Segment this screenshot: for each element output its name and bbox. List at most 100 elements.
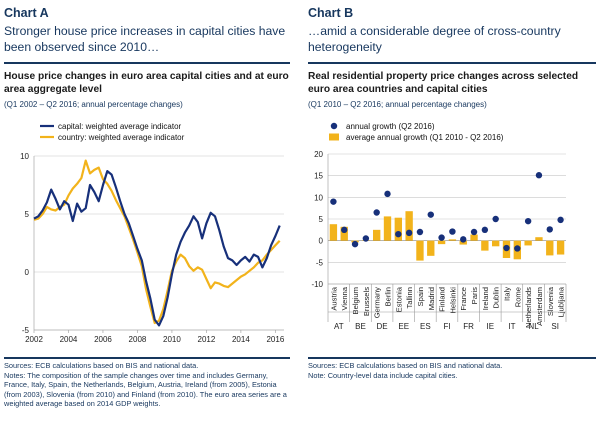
dot-ljubljana <box>557 216 564 224</box>
bar-spain <box>416 240 424 261</box>
series-line-0 <box>33 170 281 327</box>
dot-tallinn <box>405 229 413 237</box>
dot-amsterdam <box>535 172 543 179</box>
bar-paris <box>470 234 478 241</box>
x-tick-label: 2014 <box>232 335 250 344</box>
group-label-it: IT <box>508 322 515 331</box>
dot-helsinki <box>449 228 456 235</box>
dot-belgium <box>351 240 359 248</box>
chart-a-headline: Stronger house price increases in capita… <box>4 24 286 54</box>
legend-label-1: average annual growth (Q1 2010 - Q2 2016… <box>346 133 504 142</box>
y-tick-label: 20 <box>314 150 323 159</box>
dot-slovenia <box>546 226 553 233</box>
x-tick-label: 2016 <box>266 335 284 344</box>
chart-a-note: Notes: The composition of the sample cha… <box>4 370 287 409</box>
bar-slovenia <box>546 240 554 256</box>
chart-b-sources: Sources: ECB calculations based on BIS a… <box>308 361 503 370</box>
x-tick-label: 2008 <box>129 335 147 344</box>
group-label-be: BE <box>355 322 366 331</box>
dot-spain <box>416 228 424 236</box>
dot-berlin <box>384 190 391 198</box>
category-label: Finland <box>438 287 447 312</box>
chart-a-divider <box>4 62 290 64</box>
y-tick-label: -10 <box>311 280 323 289</box>
category-label: Spain <box>416 287 425 306</box>
category-label: Italy <box>503 287 512 301</box>
category-label: Netherlands <box>524 287 533 328</box>
bar-madrid <box>427 240 435 256</box>
chart-b-subtitle: (Q1 2010 – Q2 2016; annual percentage ch… <box>308 100 487 109</box>
bar-france <box>459 240 467 245</box>
bar-finland <box>437 240 446 245</box>
bar-estonia <box>394 217 402 241</box>
group-label-nl: NL <box>528 322 539 331</box>
category-label: Dublin <box>492 287 501 309</box>
category-label: Brussels <box>362 287 371 316</box>
chart-a-plot: -5 0 5 10 2002 2004 2006 2008 2010 2012 2014 2016 ca… <box>20 122 285 344</box>
y-tick-label: 10 <box>314 193 323 202</box>
x-tick-label: 2006 <box>94 335 112 344</box>
bar-netherlands <box>524 240 532 246</box>
dot-paris <box>470 228 478 236</box>
dot-italy <box>503 244 510 252</box>
category-label: Rome <box>513 287 522 307</box>
bar-austria <box>329 224 338 241</box>
series-line-1 <box>33 159 281 325</box>
category-label: Tallinn <box>405 287 414 309</box>
bar-tallinn <box>405 211 413 241</box>
legend-swatch-dot <box>330 122 338 130</box>
dot-ireland <box>481 226 489 234</box>
category-label: Slovenia <box>546 286 555 316</box>
chart-a-subtitle: (Q1 2002 – Q2 2016; annual percentage ch… <box>4 100 183 109</box>
category-label: Belgium <box>351 287 360 314</box>
x-tick-label: 2012 <box>198 335 216 344</box>
chart-a-notes: Sources: ECB calculations based on BIS a… <box>4 361 288 409</box>
category-label: Ljubljana <box>557 286 566 317</box>
dot-estonia <box>395 230 402 238</box>
bar-vienna <box>340 226 348 241</box>
group-label-ee: EE <box>398 322 409 331</box>
legend-label-0: capital: weighted average indicator <box>58 122 182 131</box>
chart-b-notes-divider <box>308 357 596 359</box>
bar-helsinki <box>448 239 457 241</box>
x-tick-label: 2004 <box>60 335 78 344</box>
dot-netherlands <box>524 217 532 225</box>
category-label: Germany <box>373 287 382 318</box>
dot-brussels <box>362 235 370 242</box>
dot-dublin <box>492 215 499 223</box>
chart-b-plot: -10 -5 0 5 10 15 20 Austria Vienna Belgium Brussel… <box>311 122 567 331</box>
category-label: Paris <box>470 287 479 305</box>
category-label: Estonia <box>394 286 403 312</box>
legend-label-1: country: weighted average indicator <box>58 133 185 142</box>
group-label-si: SI <box>551 322 559 331</box>
bar-germany <box>373 229 381 241</box>
chart-b-divider <box>308 62 596 64</box>
dot-madrid <box>427 211 434 218</box>
group-label-de: DE <box>377 322 388 331</box>
y-tick-label: 0 <box>319 237 324 246</box>
category-label: Madrid <box>427 287 436 310</box>
dot-finland <box>438 234 445 241</box>
category-label: Ireland <box>481 287 490 310</box>
y-tick-label: -5 <box>316 258 324 267</box>
chart-a-label: Chart A <box>4 6 49 20</box>
category-label: Helsinki <box>448 287 457 314</box>
legend-swatch-bar <box>329 133 339 141</box>
legend-label-0: annual growth (Q2 2016) <box>346 122 435 131</box>
dot-rome <box>514 245 521 252</box>
chart-a-sources: Sources: ECB calculations based on BIS a… <box>4 361 199 370</box>
y-tick-label: -5 <box>22 326 30 335</box>
bar-amsterdam <box>535 237 543 241</box>
category-label: Amsterdam <box>535 287 544 326</box>
category-label: Austria <box>329 286 338 310</box>
bar-ljubljana <box>556 240 565 255</box>
chart-a-title: House price changes in euro area capital… <box>4 71 289 95</box>
y-tick-label: 5 <box>319 215 324 224</box>
category-label: Berlin <box>384 287 393 306</box>
y-tick-label: 10 <box>20 152 29 161</box>
group-label-fr: FR <box>463 322 474 331</box>
category-label: Vienna <box>340 286 349 310</box>
bar-ireland <box>481 240 489 251</box>
y-tick-label: 5 <box>25 210 30 219</box>
group-label-at: AT <box>334 322 344 331</box>
